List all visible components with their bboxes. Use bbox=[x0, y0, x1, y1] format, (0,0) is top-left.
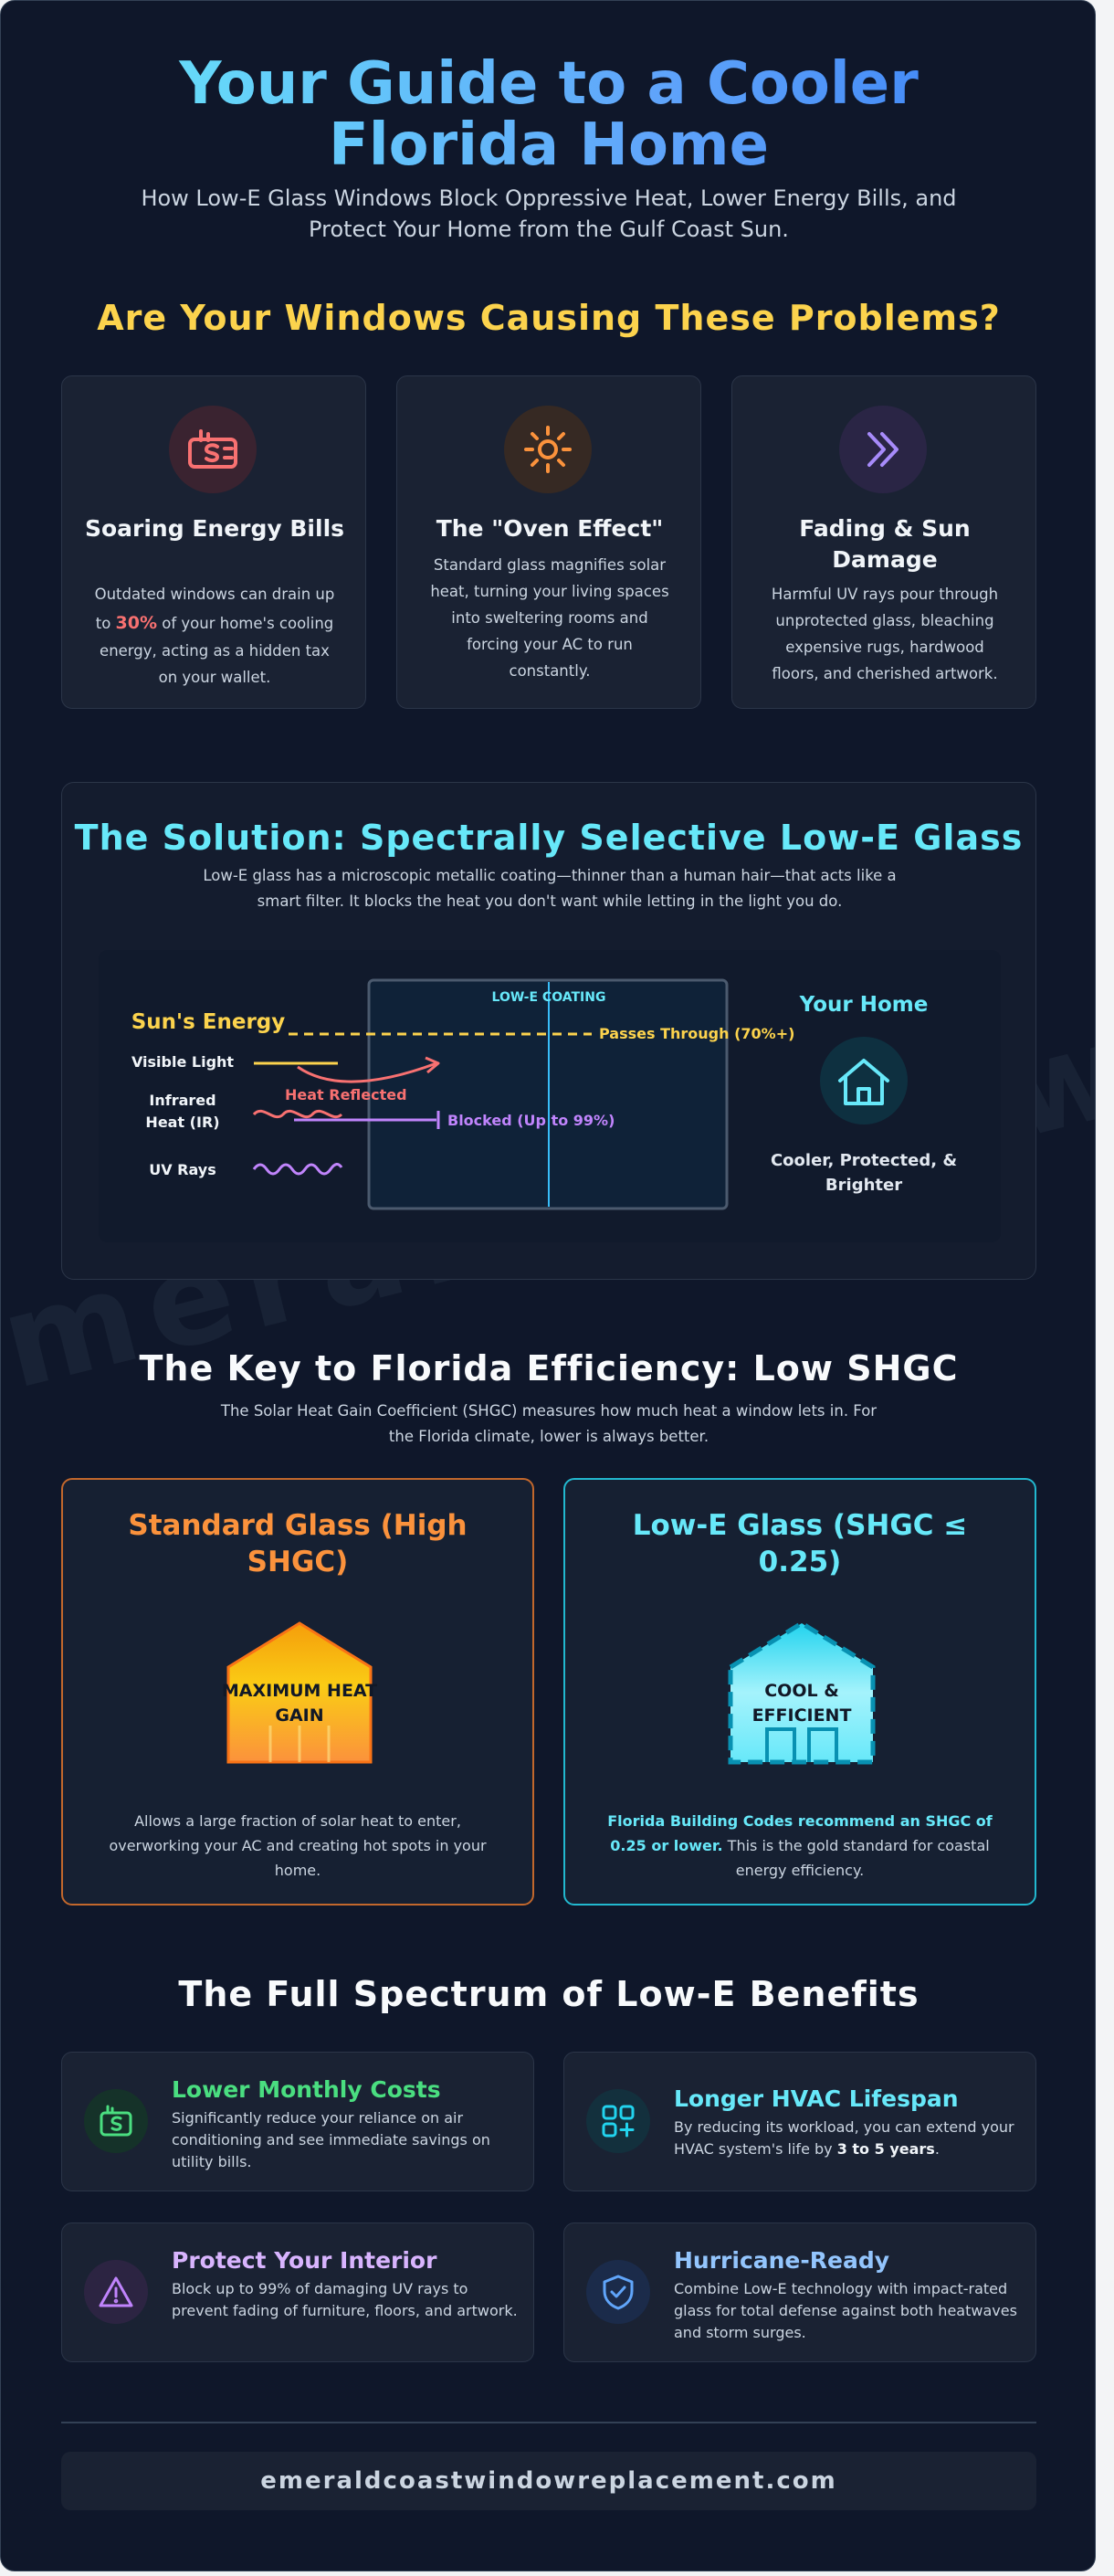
page-subtitle: How Low-E Glass Windows Block Oppressive… bbox=[141, 185, 957, 242]
ray-label-visible: Visible Light bbox=[131, 1053, 234, 1071]
low-e-glass-card: Low-E Glass (SHGC ≤ 0.25) COOL & EFFICIE… bbox=[563, 1478, 1036, 1906]
sun-energy-label: Sun's Energy bbox=[131, 1010, 286, 1034]
uv-ray bbox=[252, 1163, 343, 1176]
cool-house-icon bbox=[728, 1621, 876, 1765]
benefit-text: By reducing its workload, you can extend… bbox=[674, 2118, 1014, 2158]
benefit-title: Protect Your Interior bbox=[172, 2247, 437, 2274]
hot-house-icon bbox=[226, 1621, 373, 1764]
problems-heading: Are Your Windows Causing These Problems? bbox=[97, 298, 1001, 338]
infrared-ray bbox=[252, 1109, 343, 1119]
benefit-card-protect-interior: Protect Your Interior Block up to 99% of… bbox=[61, 2222, 534, 2362]
problem-card-oven-effect: The "Oven Effect" Standard glass magnifi… bbox=[396, 375, 701, 709]
money-icon bbox=[84, 2089, 148, 2153]
your-home-label: Your Home bbox=[799, 993, 929, 1017]
solution-heading: The Solution: Spectrally Selective Low-E… bbox=[74, 818, 1024, 858]
benefit-title: Lower Monthly Costs bbox=[172, 2076, 441, 2103]
standard-glass-card: Standard Glass (High SHGC) MAXIMUM HEAT … bbox=[61, 1478, 534, 1906]
standard-house-label: MAXIMUM HEAT GAIN bbox=[221, 1681, 378, 1726]
footer-divider bbox=[61, 2422, 1036, 2423]
benefit-text: Combine Low-E technology with impact-rat… bbox=[674, 2280, 1017, 2341]
low-e-diagram: LOW-E COATING Sun's Energy Visible Light… bbox=[99, 950, 1001, 1242]
warning-icon bbox=[84, 2260, 148, 2324]
benefit-title: Hurricane-Ready bbox=[674, 2247, 890, 2274]
problem-text: Harmful UV rays pour through unprotected… bbox=[771, 586, 999, 682]
home-icon bbox=[838, 1059, 889, 1105]
money-icon bbox=[169, 406, 257, 493]
benefit-text: Block up to 99% of damaging UV rays to p… bbox=[172, 2280, 518, 2319]
passes-label: Passes Through (70%+) bbox=[599, 1025, 794, 1042]
home-caption-1: Cooler, Protected, & bbox=[771, 1151, 957, 1170]
chevrons-right-icon bbox=[839, 406, 927, 493]
coating-label: LOW-E COATING bbox=[492, 990, 606, 1005]
benefit-card-lower-costs: Lower Monthly Costs Significantly reduce… bbox=[61, 2052, 534, 2191]
standard-glass-text: Allows a large fraction of solar heat to… bbox=[109, 1812, 487, 1880]
problem-title: Soaring Energy Bills bbox=[84, 515, 345, 542]
home-icon-bg bbox=[820, 1037, 908, 1124]
problem-title: Fading & Sun Damage bbox=[799, 515, 971, 573]
benefits-heading: The Full Spectrum of Low-E Benefits bbox=[178, 1974, 920, 2014]
blocked-label: Blocked (Up to 99%) bbox=[447, 1112, 615, 1129]
shgc-text: The Solar Heat Gain Coefficient (SHGC) m… bbox=[220, 1402, 878, 1446]
shgc-heading: The Key to Florida Efficiency: Low SHGC bbox=[139, 1348, 959, 1388]
problem-card-energy-bills: Soaring Energy Bills Outdated windows ca… bbox=[61, 375, 366, 709]
home-caption-2: Brighter bbox=[825, 1176, 902, 1195]
ray-label-uv: UV Rays bbox=[149, 1161, 216, 1178]
low-e-house-label: COOL & EFFICIENT bbox=[751, 1681, 852, 1726]
shield-check-icon bbox=[586, 2260, 650, 2324]
ray-label-infrared-2: Heat (IR) bbox=[145, 1114, 219, 1131]
problem-title: The "Oven Effect" bbox=[436, 515, 664, 542]
problem-card-sun-damage: Fading & Sun Damage Harmful UV rays pour… bbox=[731, 375, 1036, 709]
apps-icon bbox=[586, 2089, 650, 2153]
page-title: Your Guide to a Cooler Florida Home bbox=[56, 53, 1042, 176]
heat-reflected-arc bbox=[297, 1061, 437, 1083]
benefit-text: Significantly reduce your reliance on ai… bbox=[172, 2109, 490, 2170]
heat-reflected-label: Heat Reflected bbox=[285, 1086, 407, 1103]
problem-text: Outdated windows can drain up to 30% of … bbox=[94, 586, 335, 686]
standard-glass-title: Standard Glass (High SHGC) bbox=[128, 1509, 468, 1579]
solution-text: Low-E glass has a microscopic metallic c… bbox=[203, 867, 897, 911]
benefit-card-hurricane-ready: Hurricane-Ready Combine Low-E technology… bbox=[563, 2222, 1036, 2362]
ray-label-infrared-1: Infrared bbox=[149, 1092, 215, 1109]
benefit-card-hvac-lifespan: Longer HVAC Lifespan By reducing its wor… bbox=[563, 2052, 1036, 2191]
footer-url[interactable]: emeraldcoastwindowreplacement.com bbox=[61, 2452, 1036, 2510]
low-e-glass-text: Florida Building Codes recommend an SHGC… bbox=[607, 1812, 993, 1880]
problem-text: Standard glass magnifies solar heat, tur… bbox=[430, 556, 669, 680]
highlight-percentage: 30% bbox=[115, 612, 158, 633]
sun-icon bbox=[504, 406, 592, 493]
solution-card: The Solution: Spectrally Selective Low-E… bbox=[61, 782, 1036, 1280]
low-e-glass-title: Low-E Glass (SHGC ≤ 0.25) bbox=[632, 1509, 968, 1579]
benefit-title: Longer HVAC Lifespan bbox=[674, 2085, 959, 2112]
